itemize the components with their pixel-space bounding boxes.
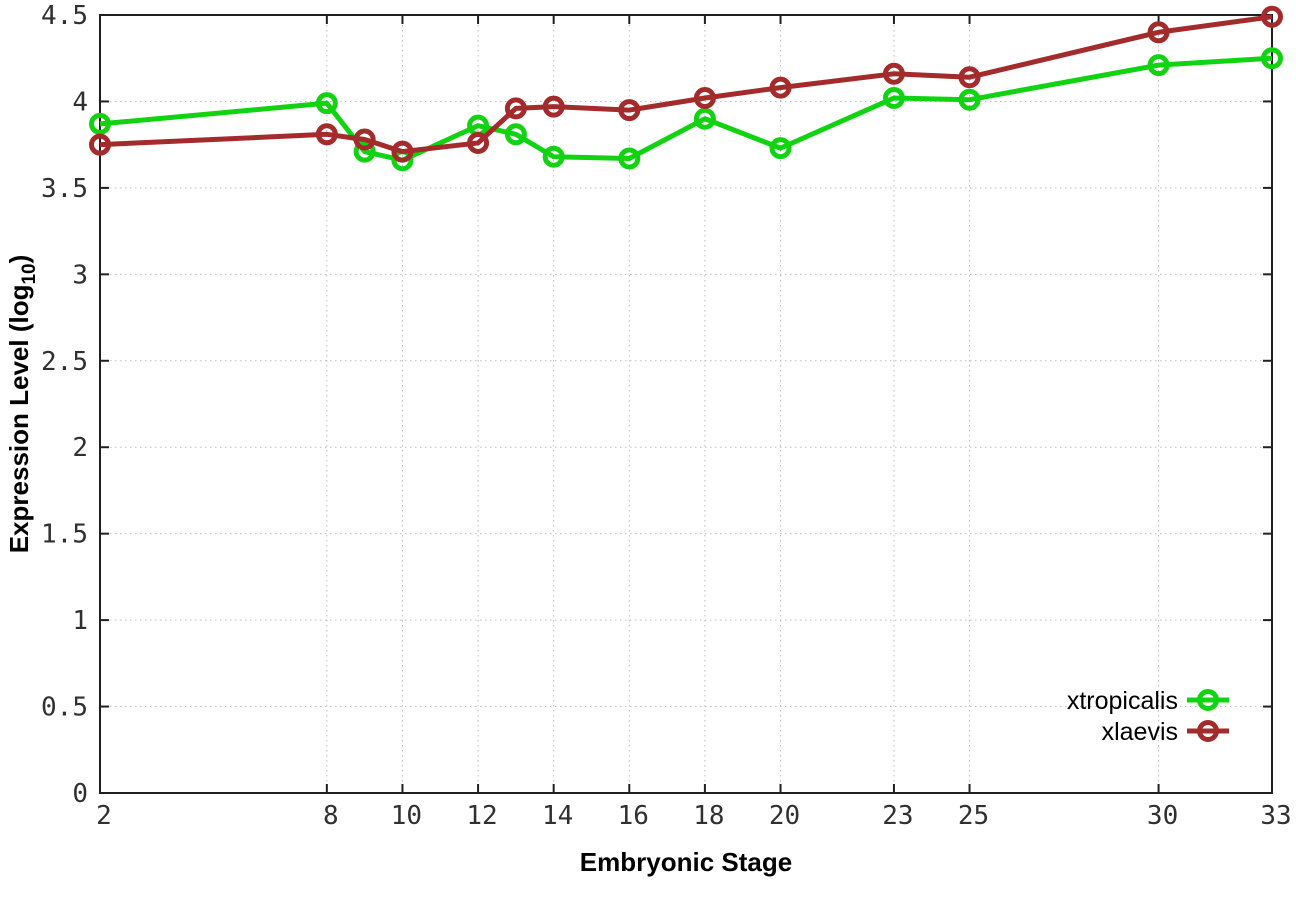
data-point-xtropicalis <box>315 92 338 115</box>
y-tick-label: 4 <box>72 87 88 117</box>
x-tick-label: 16 <box>618 801 649 831</box>
data-point-xtropicalis <box>1147 54 1170 77</box>
series-xtropicalis <box>89 47 1283 172</box>
x-tick-label: 23 <box>882 801 913 831</box>
legend-marker-sample <box>1197 720 1219 742</box>
y-tick-label: 0.5 <box>41 693 88 723</box>
y-tick-label: 3 <box>72 260 88 290</box>
data-point-xlaevis <box>353 128 376 151</box>
data-point-xtropicalis <box>882 86 905 109</box>
data-point-xlaevis <box>882 62 905 85</box>
legend-entry-xtropicalis: xtropicalis <box>1067 687 1229 715</box>
y-tick-label: 1 <box>72 606 88 636</box>
x-tick-label: 8 <box>323 801 339 831</box>
x-tick-label: 14 <box>542 801 573 831</box>
data-point-xlaevis <box>769 76 792 99</box>
plot-border <box>99 14 1273 794</box>
axis-ticks <box>99 14 1273 794</box>
data-point-xtropicalis <box>353 140 376 163</box>
x-tick-label: 25 <box>958 801 989 831</box>
legend-label-xlaevis: xlaevis <box>1102 718 1178 746</box>
y-tick-label: 4.5 <box>41 1 88 31</box>
y-tick-label: 2.5 <box>41 347 88 377</box>
data-point-xlaevis <box>693 86 716 109</box>
data-point-xlaevis <box>89 133 111 156</box>
data-point-xlaevis <box>542 95 565 118</box>
data-point-xlaevis <box>315 123 338 146</box>
data-point-xlaevis <box>1261 5 1283 28</box>
data-point-xlaevis <box>504 97 527 120</box>
data-point-xtropicalis <box>958 88 981 111</box>
legend-marker-sample <box>1197 689 1219 711</box>
data-point-xtropicalis <box>504 123 527 146</box>
y-tick-label: 0 <box>72 779 88 809</box>
data-point-xtropicalis <box>1261 47 1283 70</box>
legend-entry-xlaevis: xlaevis <box>1102 718 1229 746</box>
grid-lines <box>99 14 1273 794</box>
y-tick-label: 2 <box>72 433 88 463</box>
data-point-xtropicalis <box>89 112 111 135</box>
x-axis-title: Embryonic Stage <box>580 847 792 877</box>
x-tick-label: 20 <box>769 801 800 831</box>
series-xlaevis <box>89 5 1283 163</box>
data-point-xtropicalis <box>618 147 641 170</box>
data-point-xlaevis <box>467 131 490 154</box>
y-tick-label: 1.5 <box>41 520 88 550</box>
x-tick-label: 12 <box>466 801 497 831</box>
data-point-xtropicalis <box>693 107 716 130</box>
x-tick-label: 18 <box>693 801 724 831</box>
x-tick-label: 2 <box>96 801 112 831</box>
legend: xtropicalis xlaevis <box>1067 687 1229 746</box>
x-tick-label: 10 <box>391 801 422 831</box>
tick-labels: 2 8 10 12 14 16 18 20 23 25 30 33 0 0.5 1 1.5 2 2.5 3 3.5 4 4… <box>41 1 1292 831</box>
data-point-xtropicalis <box>542 145 565 168</box>
x-tick-label: 33 <box>1260 801 1291 831</box>
data-point-xlaevis <box>618 99 641 122</box>
x-tick-label: 30 <box>1147 801 1178 831</box>
y-tick-label: 3.5 <box>41 174 88 204</box>
y-axis-title: Expression Level (log10) <box>4 255 40 554</box>
data-point-xtropicalis <box>769 137 792 160</box>
data-point-xlaevis <box>1147 21 1170 44</box>
data-point-xlaevis <box>958 66 981 89</box>
legend-label-xtropicalis: xtropicalis <box>1067 687 1178 715</box>
series-layer <box>89 5 1283 172</box>
series-line-xtropicalis <box>99 55 1273 163</box>
data-point-xlaevis <box>391 140 414 163</box>
